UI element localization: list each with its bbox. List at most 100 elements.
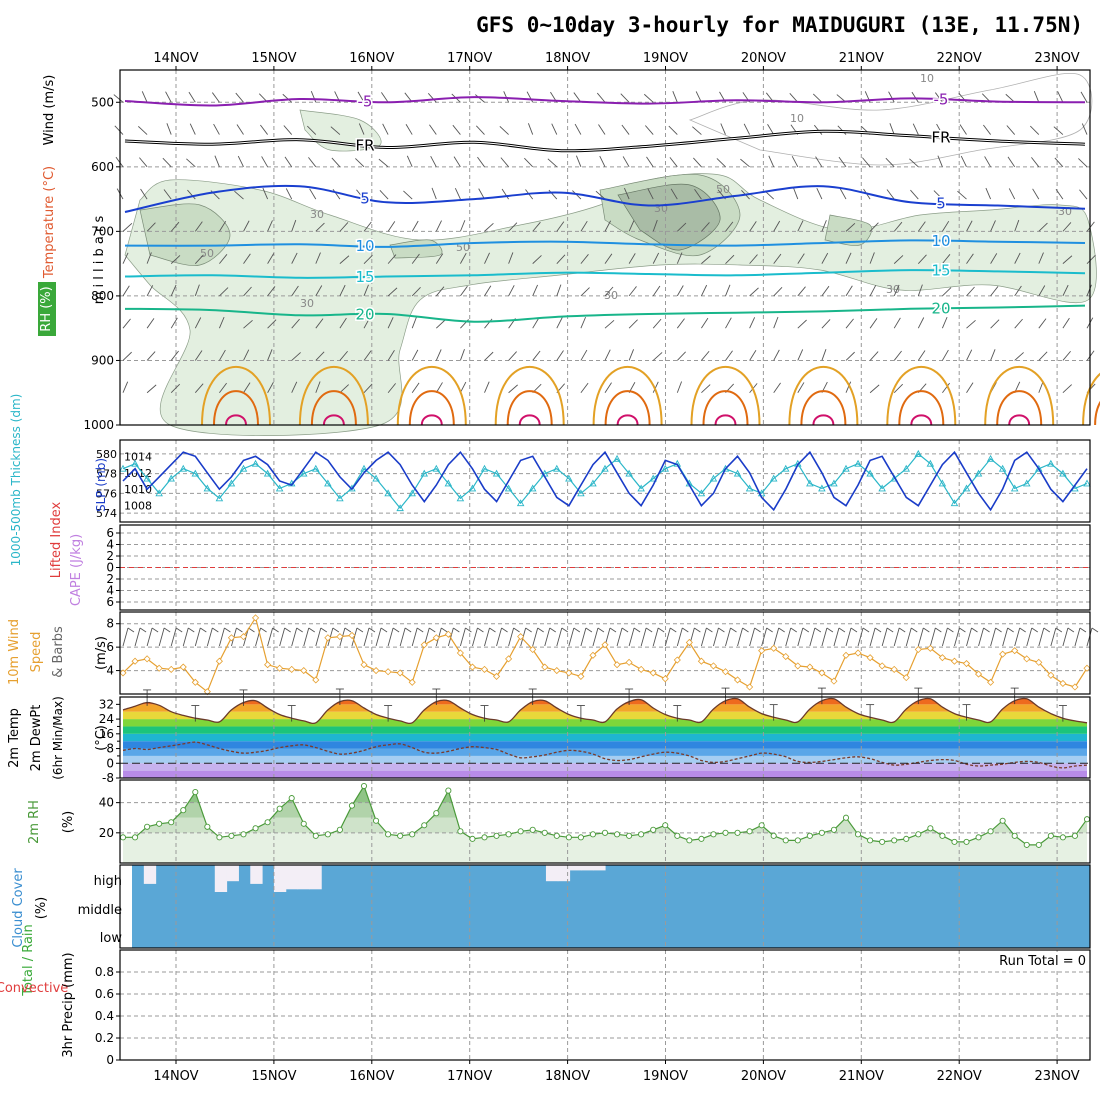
rh2m-point xyxy=(565,834,572,841)
bottom-date-label: 19NOV xyxy=(643,1069,688,1084)
wind-barb xyxy=(990,286,999,297)
cloud-high-gap xyxy=(226,865,239,882)
cloud-frame xyxy=(119,864,1091,949)
wind10m-barb xyxy=(1014,627,1021,647)
rh2m-unit: (%) xyxy=(61,811,76,834)
rh-contour-label: 30 xyxy=(300,297,314,310)
wind-barb xyxy=(990,349,996,361)
wind-barb xyxy=(387,383,397,394)
wind-barb xyxy=(845,252,852,264)
thickness-point xyxy=(1022,479,1031,487)
temp2m-line xyxy=(122,697,1088,725)
wind-barb xyxy=(1053,126,1064,135)
wind-barb xyxy=(1062,317,1070,329)
wind10m-point xyxy=(167,665,175,673)
temperature-contour xyxy=(124,96,1086,107)
wind-barb xyxy=(1014,219,1020,232)
wind10m-barb xyxy=(1043,627,1051,633)
temperature-contour xyxy=(124,184,1086,213)
wind-barb xyxy=(556,254,566,264)
surface-temperature-contour xyxy=(788,366,859,426)
wind10m-barbs xyxy=(122,627,1099,647)
wind-barb xyxy=(917,221,926,232)
wind-barb xyxy=(435,220,442,232)
wind-barb xyxy=(139,157,148,168)
wind-barb xyxy=(477,156,485,168)
thickness-point xyxy=(1010,484,1019,492)
top-date-label: 14NOV xyxy=(153,51,198,66)
thickness-point xyxy=(336,494,344,502)
precip-total-label: Total / Rain xyxy=(21,924,36,997)
wind-barb xyxy=(363,284,369,297)
wind10m-barb xyxy=(218,627,225,647)
wind-barb xyxy=(411,382,420,393)
wind-barb xyxy=(937,155,943,167)
wind-barb xyxy=(676,285,684,297)
wind-barb xyxy=(219,382,227,393)
wind-barb xyxy=(291,285,299,297)
y-tick-label: 24 xyxy=(99,712,114,726)
wind-barb xyxy=(845,222,856,232)
wind10m-point xyxy=(372,667,380,675)
wind-barb xyxy=(234,190,244,200)
rh2m-point xyxy=(891,837,898,844)
wind10m-point xyxy=(227,634,236,642)
wind10m-point xyxy=(866,654,874,662)
thickness-point xyxy=(601,464,609,472)
wind-barb xyxy=(791,156,799,168)
wind-barb xyxy=(725,350,733,361)
wind-barb xyxy=(406,155,413,168)
rh2m-point xyxy=(553,832,560,839)
thickness-point xyxy=(553,464,561,472)
y-tick-label: 0 xyxy=(106,561,114,575)
wind-barb xyxy=(357,91,365,103)
wind-barb xyxy=(219,287,229,297)
top-date-label: 15NOV xyxy=(251,51,296,66)
wind10m-point xyxy=(697,657,705,665)
wind-barb xyxy=(532,350,541,361)
rh2m-point xyxy=(264,819,271,826)
wind10m-barb xyxy=(182,627,189,647)
wind-barb xyxy=(503,91,510,103)
wind-barb xyxy=(749,350,757,361)
wind10m-barb xyxy=(1055,627,1063,633)
top-date-label: 23NOV xyxy=(1035,51,1080,66)
wind10m-barb xyxy=(725,627,731,647)
wind-barb xyxy=(668,125,678,135)
wind-barb xyxy=(435,286,445,297)
wind-barb xyxy=(797,220,804,232)
wind-barb xyxy=(331,157,341,168)
rh2m-point xyxy=(614,831,621,838)
wind-barb xyxy=(260,124,268,135)
wind10m-point xyxy=(1035,658,1043,666)
top-date-label: 20NOV xyxy=(741,51,786,66)
wind10m-barb xyxy=(429,627,436,633)
bottom-date-label: 22NOV xyxy=(937,1069,982,1084)
wind10m-barb xyxy=(308,627,315,633)
wind-barb xyxy=(188,91,196,103)
rh2m-point xyxy=(252,825,259,832)
wind10m-barb xyxy=(983,627,990,633)
wind10m-barb xyxy=(785,627,792,647)
rh2m-point xyxy=(119,834,127,841)
y-tick-label: 0 xyxy=(106,1053,114,1067)
wind10m-barb xyxy=(363,627,370,647)
wind-barb xyxy=(236,124,244,135)
wind10m-barb xyxy=(694,627,701,633)
wind10m-barb xyxy=(416,627,424,633)
wind10m-point xyxy=(191,678,199,686)
thickness-point xyxy=(203,484,212,492)
cloud-ylabel: Cloud Cover xyxy=(11,868,26,948)
rh2m-point xyxy=(951,838,958,845)
wind10m-barb xyxy=(465,627,472,633)
wind10m-point xyxy=(1047,671,1055,679)
wind10m-point xyxy=(517,633,525,641)
wind-barb xyxy=(548,189,558,200)
wind-barb xyxy=(580,382,589,393)
wind10m-point xyxy=(396,669,404,677)
thickness-point xyxy=(974,469,983,477)
wind-barb xyxy=(170,255,181,264)
wind10m-point xyxy=(529,645,537,654)
wind-barb xyxy=(646,156,654,168)
wind-barb xyxy=(403,190,413,200)
